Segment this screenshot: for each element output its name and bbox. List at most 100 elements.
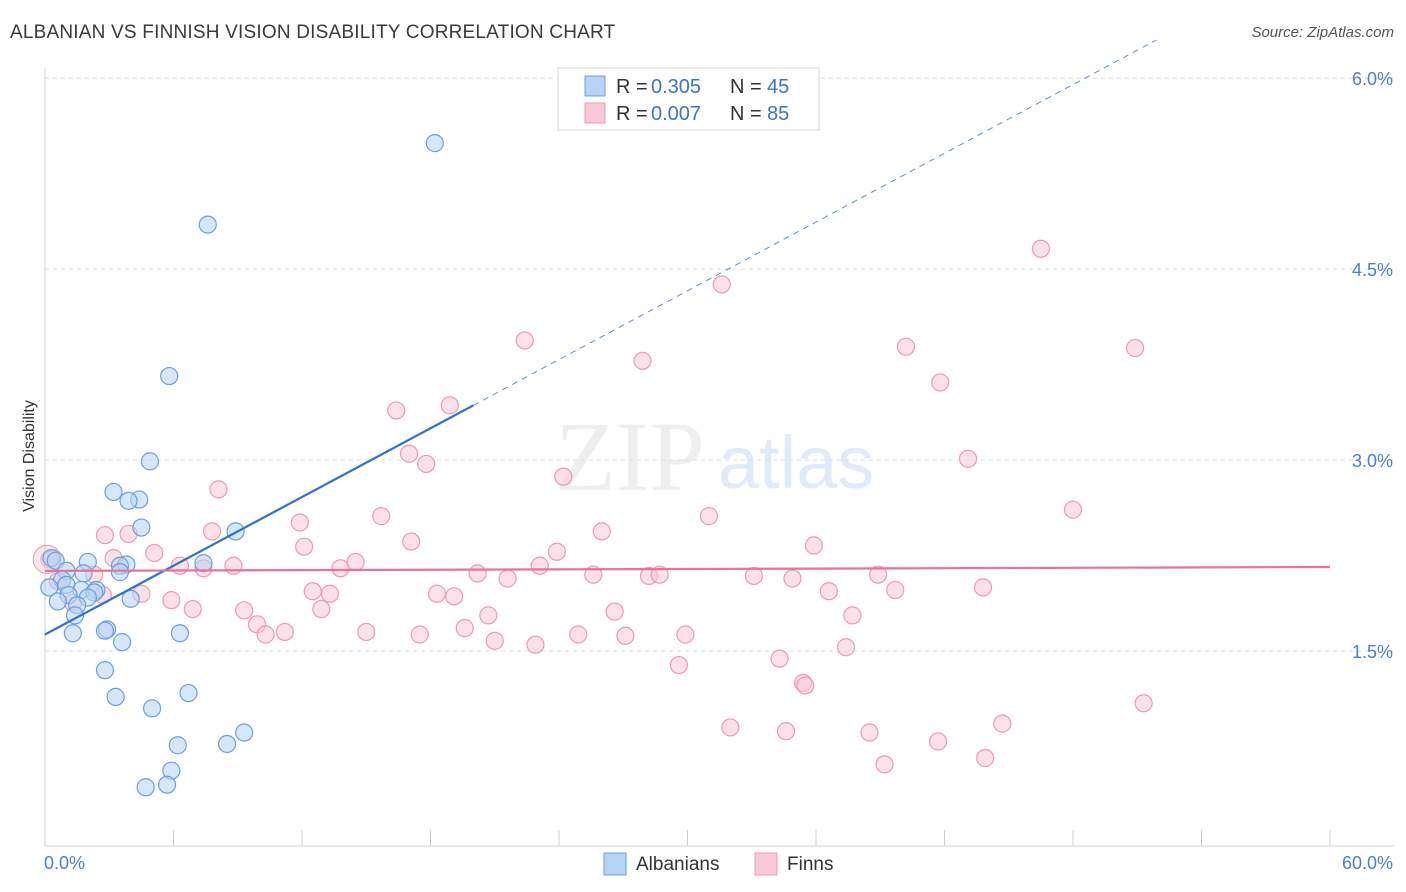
legend-n-label-albanians: N =: [730, 76, 762, 98]
albanians-trend-extension: [473, 39, 1157, 406]
x-tick-marks: [44, 830, 1331, 846]
albanian-point: [142, 699, 162, 718]
albanian-point: [136, 778, 155, 797]
finn-point: [1134, 694, 1153, 713]
albanian-point: [95, 621, 115, 640]
finn-point: [896, 337, 916, 356]
finn-point: [712, 275, 731, 294]
albanian-point: [95, 661, 115, 680]
legend-r-label-albanians: R =: [616, 76, 648, 98]
finn-point: [312, 599, 331, 619]
legend-r-value-albanians: 0.305: [651, 76, 701, 98]
albanian-point: [168, 736, 187, 755]
albanian-point: [157, 775, 177, 794]
finn-point: [224, 556, 243, 575]
finn-point: [886, 580, 905, 600]
finn-point: [145, 543, 164, 563]
legend-n-label-finns: N =: [730, 103, 762, 125]
albanians-points: [40, 134, 444, 797]
finn-point: [569, 625, 588, 644]
finn-point: [526, 635, 545, 654]
finn-point: [444, 587, 464, 606]
finn-point: [875, 755, 894, 774]
finn-point: [836, 638, 856, 657]
albanian-point: [160, 366, 179, 386]
finn-point: [256, 625, 275, 644]
finn-point: [616, 626, 635, 645]
finn-point: [357, 622, 376, 642]
finn-point: [976, 748, 995, 768]
finn-point: [721, 718, 740, 737]
finn-point: [744, 566, 763, 586]
albanian-point: [235, 723, 254, 742]
finn-point: [290, 513, 309, 532]
albanian-point: [198, 215, 217, 234]
finn-point: [776, 722, 796, 741]
finn-point: [869, 565, 888, 584]
finn-point: [1031, 239, 1050, 258]
finns-trend-line: [44, 565, 1331, 572]
albanian-point: [63, 624, 82, 643]
albanian-point: [179, 683, 198, 703]
albanian-point: [104, 482, 123, 502]
x-tick-label-max: 60.0%: [1342, 853, 1393, 873]
y-tick-label: 1.5%: [1352, 642, 1393, 662]
trend-lines: [44, 39, 1331, 636]
albanian-point: [110, 563, 130, 582]
finn-point: [931, 373, 950, 392]
finn-point: [1063, 500, 1083, 519]
bottom-legend-finns: Finns: [787, 854, 833, 875]
albanian-point: [217, 734, 237, 754]
finn-point: [479, 606, 498, 625]
legend-r-label-finns: R =: [616, 103, 648, 125]
finn-point: [440, 396, 459, 415]
finn-point: [1126, 338, 1145, 358]
albanian-point: [74, 564, 93, 583]
series-legend: Albanians Finns: [603, 852, 833, 876]
finn-point: [498, 569, 517, 588]
y-tick-label: 6.0%: [1352, 69, 1393, 89]
x-tick-label-min: 0.0%: [44, 853, 85, 873]
finn-point: [295, 537, 314, 556]
finn-point: [399, 444, 419, 463]
finn-point: [372, 507, 391, 526]
albanian-point: [40, 578, 59, 597]
watermark-atlas: atlas: [718, 421, 874, 504]
legend-n-value-albanians: 45: [767, 76, 789, 98]
watermark-zip: ZIP: [555, 401, 705, 512]
albanian-point: [112, 633, 132, 652]
finn-point: [584, 565, 603, 584]
finn-point: [95, 526, 115, 545]
finn-point: [530, 556, 549, 575]
finn-point: [804, 536, 823, 555]
finn-point: [796, 676, 815, 695]
finn-point: [958, 449, 978, 468]
albanian-point: [48, 592, 67, 611]
finn-point: [485, 631, 504, 650]
finn-point: [275, 622, 294, 642]
finn-point: [402, 532, 421, 551]
finn-point: [209, 480, 228, 499]
watermark: ZIP atlas: [555, 401, 874, 512]
finn-point: [515, 331, 534, 350]
legend-r-value-finns: 0.007: [651, 103, 701, 125]
albanian-point: [119, 491, 138, 510]
finn-point: [235, 601, 254, 620]
finn-point: [860, 723, 879, 742]
finn-point: [468, 564, 487, 583]
y-tick-label: 4.5%: [1352, 260, 1393, 280]
finn-point: [303, 582, 322, 601]
finn-point: [554, 467, 573, 486]
finn-point: [547, 542, 566, 561]
finn-point: [162, 591, 181, 610]
albanian-point: [121, 589, 140, 608]
finn-point: [669, 655, 689, 675]
finn-point: [410, 625, 429, 644]
finn-point: [633, 351, 652, 370]
source-credit: Source: ZipAtlas.com: [1251, 24, 1394, 41]
grid-lines: [45, 77, 1394, 652]
finn-point: [183, 599, 202, 619]
finn-point: [202, 522, 222, 541]
finn-point: [770, 649, 789, 668]
